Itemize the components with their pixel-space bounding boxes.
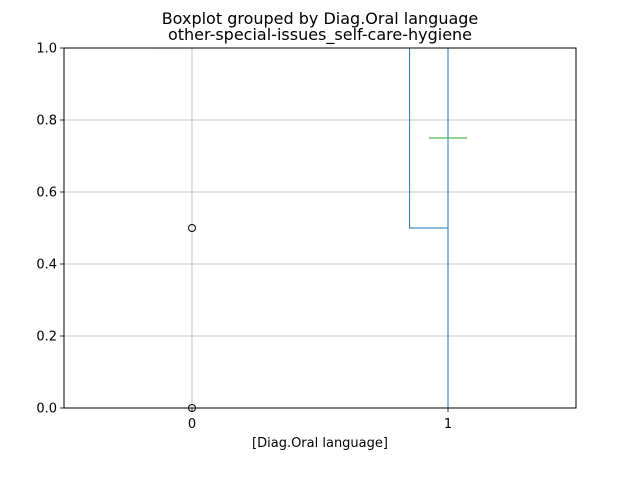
y-tick-label: 0.8 [36,114,57,129]
chart-subtitle: other-special-issues_self-care-hygiene [168,25,472,45]
chart-title: Boxplot grouped by Diag.Oral language [162,9,479,28]
y-tick-label: 0.6 [36,186,57,201]
x-tick-label: 0 [188,417,196,432]
y-tick-label: 0.2 [36,330,57,345]
x-axis-label: [Diag.Oral language] [252,436,388,451]
y-tick-label: 1.0 [36,42,57,57]
x-tick-label: 1 [444,417,452,432]
y-tick-label: 0.4 [36,258,57,273]
plot-frame [63,47,577,409]
y-tick-label: 0.0 [36,402,57,417]
axis-ticks: 0.0 0.2 0.4 0.6 0.8 1.0 0 1 [36,42,452,433]
outlier-point [188,224,196,232]
